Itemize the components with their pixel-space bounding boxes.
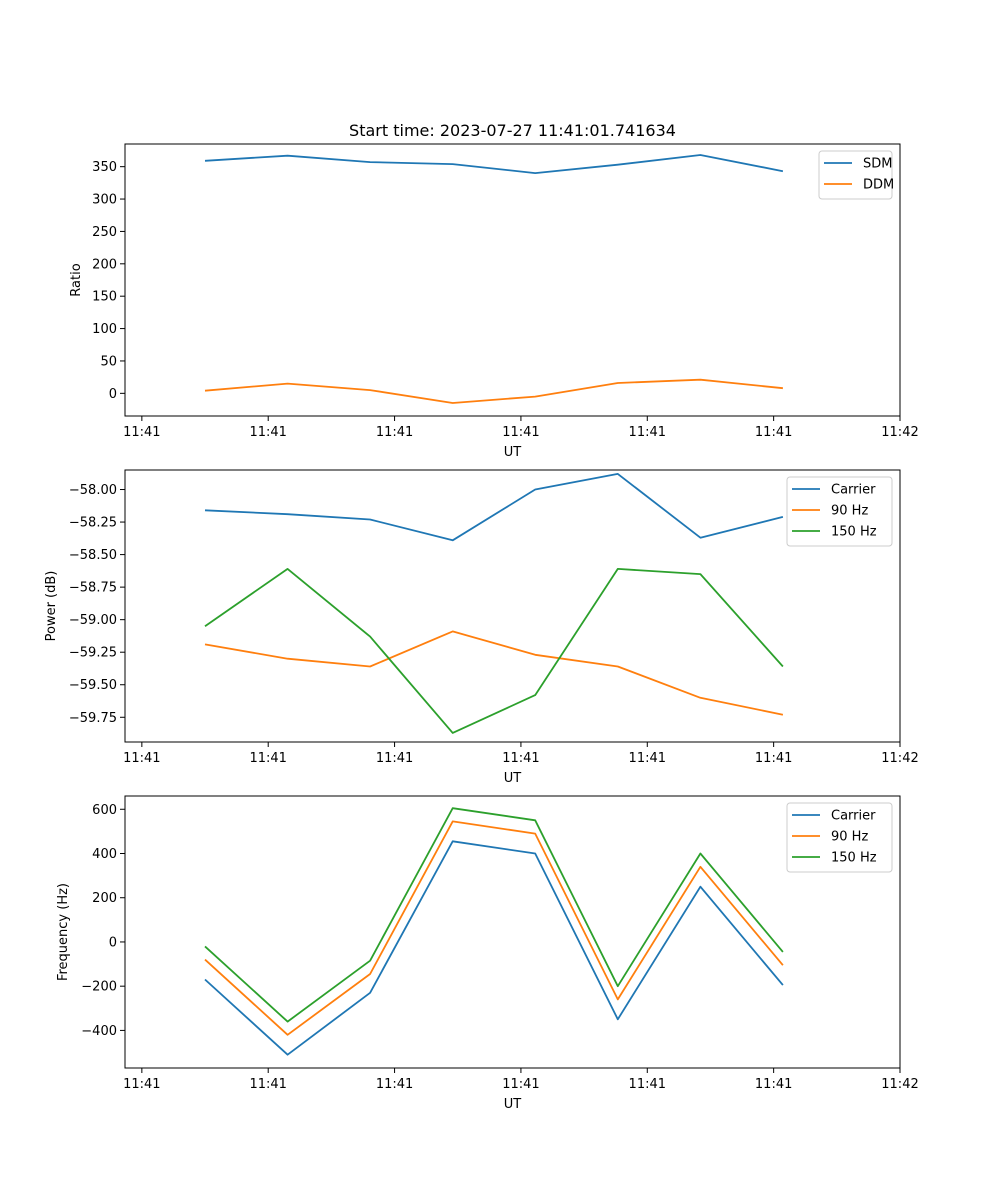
x-tick-label: 11:42: [881, 751, 918, 766]
x-tick-label: 11:41: [376, 1077, 413, 1092]
x-axis-label: UT: [504, 445, 522, 460]
x-tick-label: 11:41: [123, 1077, 160, 1092]
legend: SDM DDM: [818, 150, 894, 200]
axes-frame: [124, 795, 901, 1069]
x-tick-label: 11:41: [249, 425, 286, 440]
axes-frame: [124, 469, 901, 743]
x-tick-label: 11:41: [502, 1077, 539, 1092]
x-tick-label: 11:41: [249, 751, 286, 766]
series-line-ddm: [204, 378, 783, 404]
series-line-150-hz: [204, 807, 784, 1023]
y-tick-label: 400: [92, 847, 117, 862]
legend-label: 90 Hz: [831, 504, 868, 519]
y-tick-label: 0: [109, 935, 117, 950]
figure-title: Start time: 2023-07-27 11:41:01.741634: [349, 121, 676, 140]
series-line-sdm: [204, 154, 784, 175]
y-axis-label: Power (dB): [44, 571, 59, 642]
y-tick-label: 250: [92, 225, 117, 240]
y-axis-label: Ratio: [69, 263, 84, 296]
x-tick-label: 11:41: [629, 751, 666, 766]
y-tick-label: 0: [109, 387, 117, 402]
x-tick-label: 11:41: [755, 1077, 792, 1092]
legend-label: 150 Hz: [831, 851, 877, 866]
y-tick-label: −59.75: [69, 711, 117, 726]
y-tick-label: 50: [100, 354, 117, 369]
axes-frame: [124, 143, 901, 417]
y-tick-label: −400: [81, 1024, 117, 1039]
y-tick-label: −58.25: [69, 516, 117, 531]
y-tick-label: −58.50: [69, 548, 117, 563]
x-axis-label: UT: [504, 1097, 522, 1112]
legend-label: DDM: [863, 178, 894, 193]
subplot-1: 11:41 11:41 11:41 11:41 11:41 11:41 11:42 0 50 10…: [69, 143, 919, 460]
series-line-carrier: [204, 840, 784, 1056]
y-tick-label: 200: [92, 257, 117, 272]
legend-label: 90 Hz: [831, 830, 868, 845]
y-tick-label: −58.75: [69, 581, 117, 596]
x-tick-label: 11:41: [755, 751, 792, 766]
x-tick-label: 11:41: [123, 751, 160, 766]
y-tick-label: 350: [92, 160, 117, 175]
legend-label: SDM: [863, 157, 892, 172]
x-tick-label: 11:41: [629, 1077, 666, 1092]
legend-label: Carrier: [831, 483, 876, 498]
x-tick-label: 11:42: [881, 1077, 918, 1092]
x-tick-label: 11:42: [881, 425, 918, 440]
y-tick-label: −58.00: [69, 483, 117, 498]
subplot-3: 11:41 11:41 11:41 11:41 11:41 11:41 11:42 −400 −…: [56, 795, 919, 1112]
x-tick-label: 11:41: [249, 1077, 286, 1092]
y-tick-label: 150: [92, 290, 117, 305]
y-tick-label: 600: [92, 803, 117, 818]
legend: Carrier 90 Hz 150 Hz: [786, 476, 893, 547]
series-line-90-hz: [204, 630, 784, 716]
x-tick-label: 11:41: [123, 425, 160, 440]
x-tick-label: 11:41: [629, 425, 666, 440]
series-line-150-hz: [204, 568, 784, 734]
y-tick-label: 100: [92, 322, 117, 337]
subplots: 11:41 11:41 11:41 11:41 11:41 11:41 11:42 0 50 10…: [44, 143, 919, 1112]
y-tick-label: 200: [92, 891, 117, 906]
x-axis-label: UT: [504, 771, 522, 786]
legend-label: 150 Hz: [831, 525, 877, 540]
y-tick-label: −59.00: [69, 613, 117, 628]
y-tick-label: −59.50: [69, 678, 117, 693]
legend-box: [786, 476, 893, 547]
y-tick-label: 300: [92, 193, 117, 208]
series-line-90-hz: [204, 820, 784, 1036]
x-tick-label: 11:41: [376, 425, 413, 440]
x-tick-label: 11:41: [502, 425, 539, 440]
x-tick-label: 11:41: [755, 425, 792, 440]
subplot-2: 11:41 11:41 11:41 11:41 11:41 11:41 11:42 −59.7…: [44, 469, 919, 786]
series-line-carrier: [204, 472, 784, 542]
y-tick-label: −200: [81, 980, 117, 995]
x-tick-label: 11:41: [376, 751, 413, 766]
y-axis-label: Frequency (Hz): [56, 883, 71, 981]
legend-box: [786, 802, 893, 873]
x-tick-label: 11:41: [502, 751, 539, 766]
legend: Carrier 90 Hz 150 Hz: [786, 802, 893, 873]
y-tick-label: −59.25: [69, 646, 117, 661]
legend-label: Carrier: [831, 809, 876, 824]
